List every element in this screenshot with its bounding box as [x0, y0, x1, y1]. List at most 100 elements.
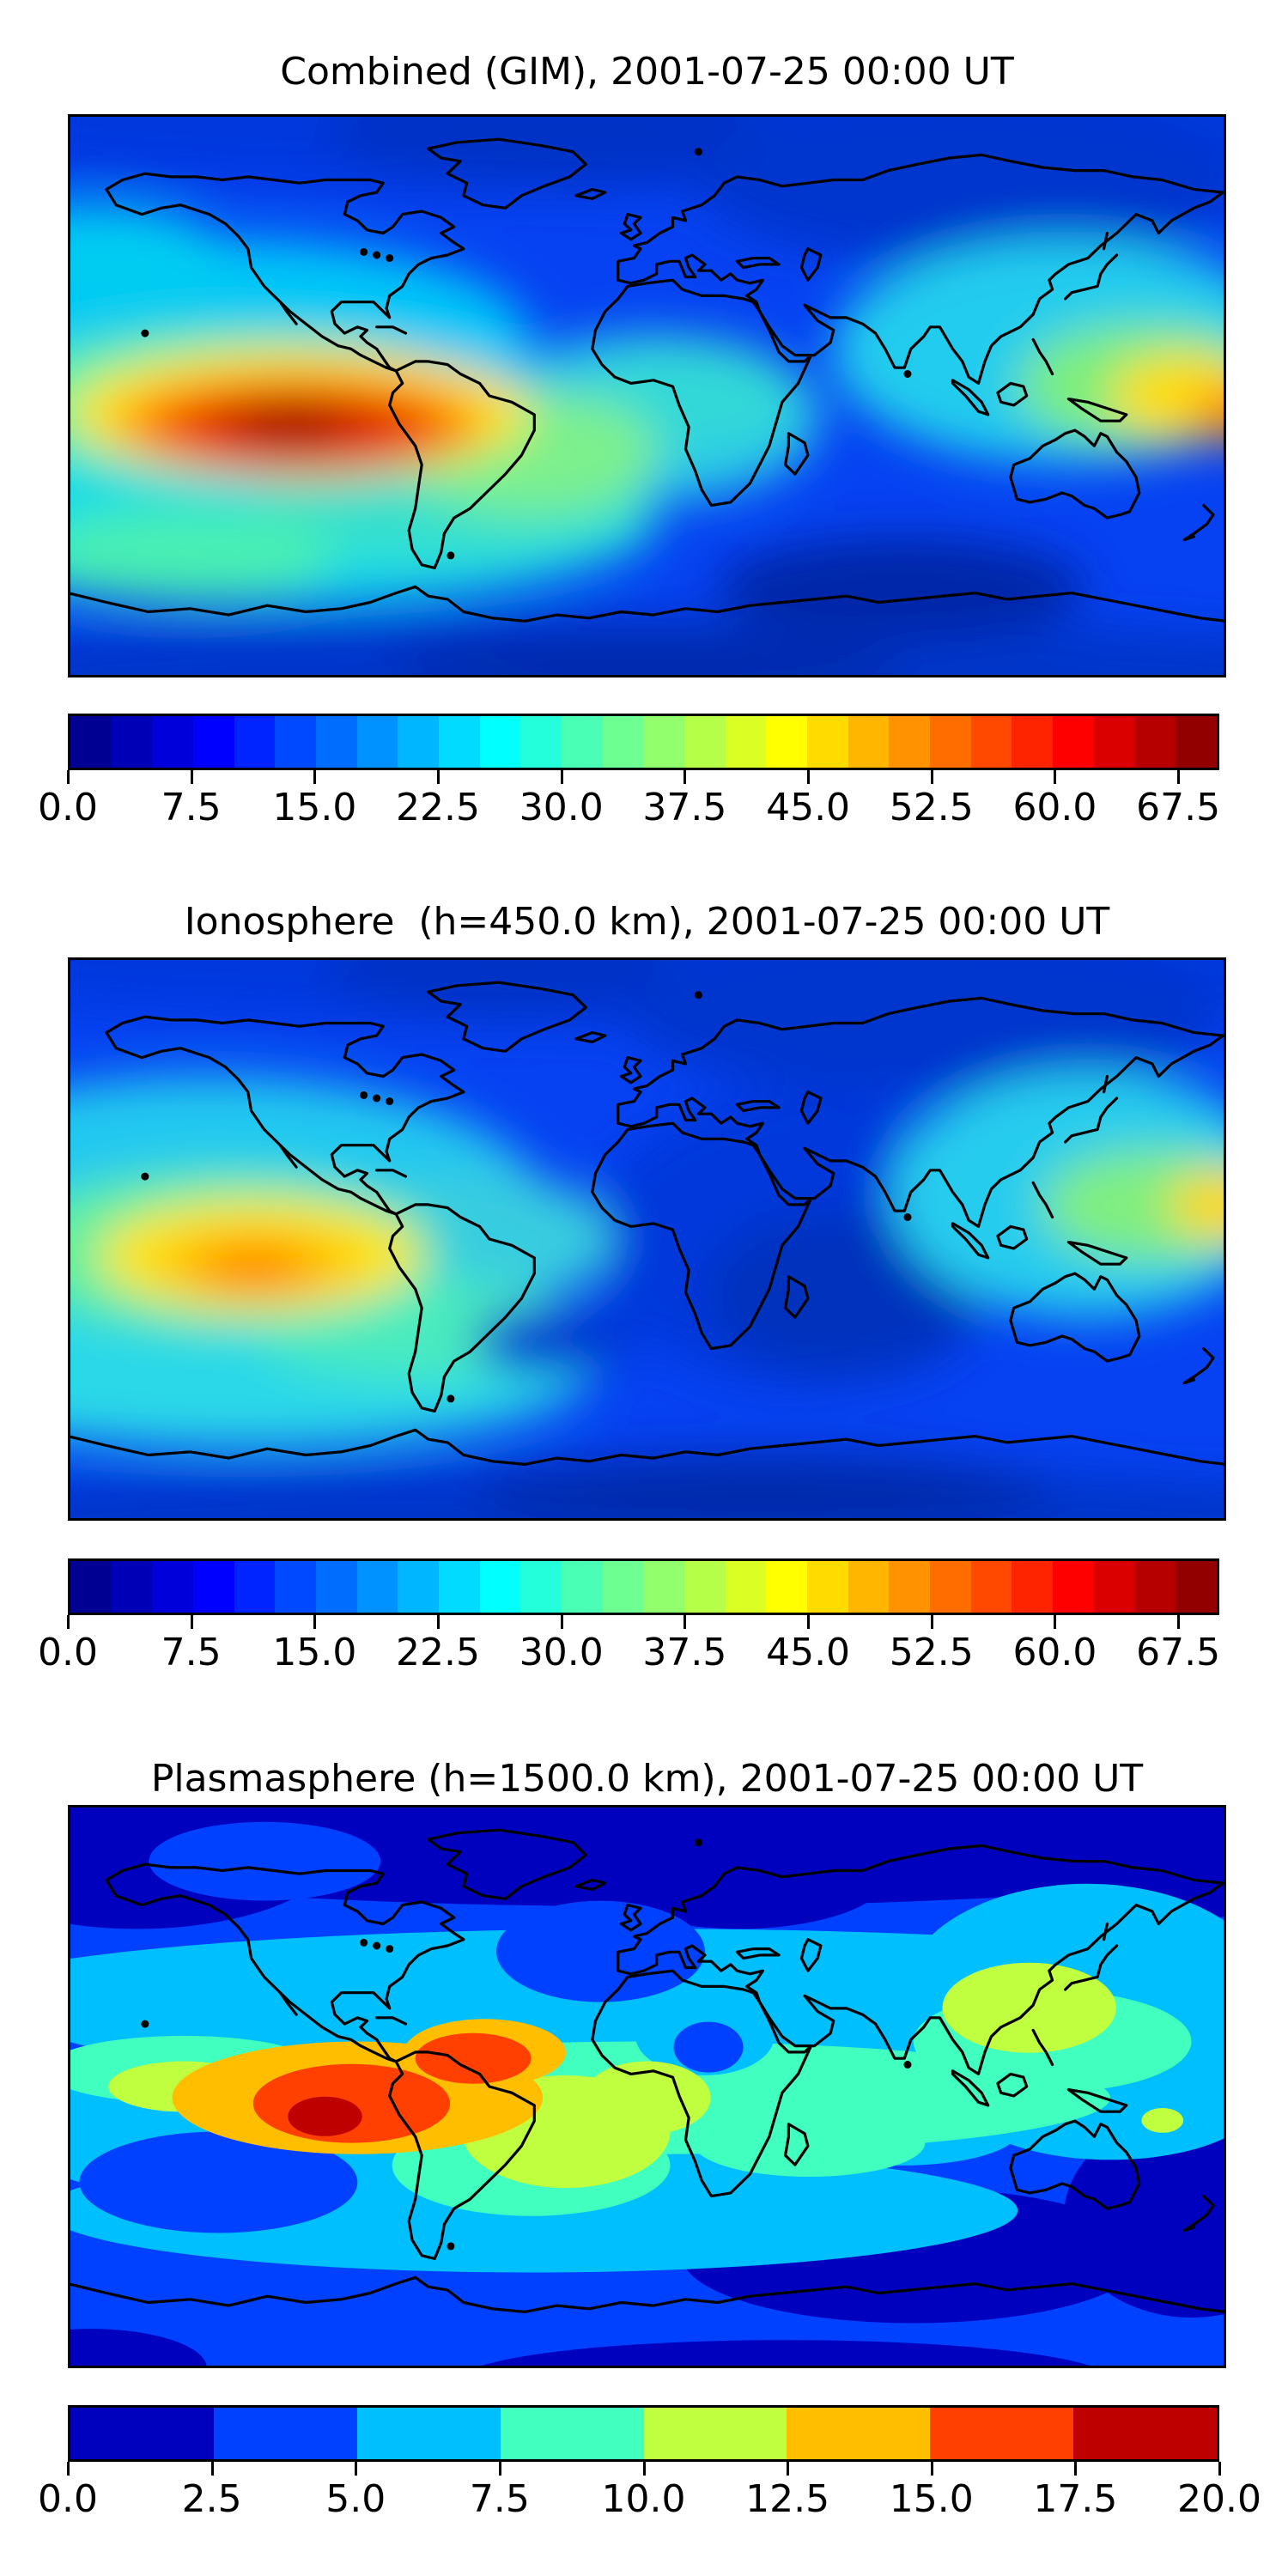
island-dot	[141, 1172, 149, 1181]
colorbar-segment	[152, 716, 194, 768]
coastline	[619, 213, 642, 241]
coastline	[1182, 1347, 1215, 1385]
colorbar-tick-label: 45.0	[766, 1631, 851, 1674]
colorbar-segment	[643, 2408, 787, 2459]
colorbar-tick	[1177, 1615, 1181, 1629]
coastline	[574, 1878, 607, 1891]
coastline	[1103, 231, 1109, 251]
colorbar-segment	[970, 1561, 1012, 1613]
coastline	[574, 187, 607, 200]
colorbar-segment	[562, 1561, 603, 1613]
colorbar-tick	[683, 1615, 687, 1629]
coastline	[278, 1144, 298, 1169]
colorbar-tick-label: 37.5	[642, 1631, 727, 1674]
colorbar-segment	[439, 716, 480, 768]
colorbar-tick	[437, 770, 440, 784]
coastline	[278, 1991, 298, 2016]
map-border	[68, 957, 1226, 1521]
colorbar-tick	[1074, 2462, 1078, 2476]
island-dot	[373, 1941, 381, 1950]
coastline	[68, 585, 1226, 623]
colorbar-segment	[1176, 1561, 1217, 1613]
coastline	[951, 1222, 990, 1260]
colorbar-tick-label: 7.5	[469, 2477, 530, 2521]
island-dot	[373, 251, 381, 259]
map-border	[68, 1805, 1226, 2368]
colorbar-segment	[1134, 716, 1176, 768]
colorbar-segment	[602, 716, 644, 768]
colorbar-segment	[520, 1561, 562, 1613]
colorbar-segment	[70, 716, 112, 768]
coastline	[951, 379, 990, 416]
coastline	[388, 2050, 536, 2260]
colorbar-segment	[807, 1561, 848, 1613]
colorbar-segment	[193, 1561, 234, 1613]
island-dot	[141, 329, 149, 337]
title-ionosphere: Ionosphere (h=450.0 km), 2001-07-25 00:0…	[184, 900, 1110, 944]
colorbar-tick-label: 67.5	[1136, 786, 1221, 829]
coastline	[784, 1275, 810, 1319]
colorbar-tick	[560, 770, 563, 784]
colorbar-tick-label: 0.0	[38, 2477, 98, 2521]
title-plasmasphere: Plasmasphere (h=1500.0 km), 2001-07-25 0…	[150, 1757, 1144, 1801]
colorbar-tick	[1054, 1615, 1057, 1629]
colorbar-tick-label: 0.0	[38, 786, 98, 829]
colorbar-segment	[848, 1561, 890, 1613]
contour-field	[68, 1805, 1226, 2368]
colorbar-segment	[500, 2408, 644, 2459]
colorbar-segment	[275, 1561, 317, 1613]
coastline	[278, 301, 298, 325]
coastline	[1182, 2195, 1215, 2233]
colorbar-segment	[725, 1561, 767, 1613]
coastline	[375, 325, 408, 335]
colorbar-tick-label: 52.5	[889, 786, 974, 829]
coastline	[617, 996, 1224, 1228]
colorbar-segment	[684, 1561, 726, 1613]
colorbar-tick-label: 22.5	[396, 786, 481, 829]
island-dot	[903, 1213, 912, 1221]
colorbar-tick-label: 15.0	[272, 1631, 357, 1674]
colorbar-segment	[316, 1561, 357, 1613]
coastline	[996, 1224, 1029, 1250]
island-dot	[447, 1394, 455, 1403]
coastline	[1182, 504, 1215, 542]
colorbar-tick-label: 22.5	[396, 1631, 481, 1674]
colorbar-ionosphere	[68, 1558, 1219, 1615]
colorbar-segment	[1093, 716, 1135, 768]
colorbar-segment	[684, 716, 726, 768]
colorbar-segment	[807, 716, 848, 768]
coastline	[996, 2072, 1029, 2098]
map-plasmasphere	[68, 1805, 1226, 2368]
coastline	[617, 153, 1224, 385]
coastline	[591, 278, 813, 507]
colorbar-segment	[1134, 1561, 1176, 1613]
coastline	[427, 137, 587, 210]
colorbar-tick	[313, 1615, 317, 1629]
coastline	[1009, 2119, 1141, 2210]
coastline	[799, 247, 823, 282]
island-dot	[386, 1945, 394, 1953]
island-dot	[360, 1938, 368, 1947]
colorbar-segment	[930, 1561, 971, 1613]
colorbar-segment	[356, 2408, 501, 2459]
colorbar-tick	[807, 770, 811, 784]
colorbar-tick	[560, 1615, 563, 1629]
colorbar-segment	[1053, 1561, 1094, 1613]
island-dot	[695, 1838, 702, 1847]
colorbar-segment	[1176, 716, 1217, 768]
colorbar-segment	[766, 716, 808, 768]
coastline	[427, 1828, 587, 1900]
coastline	[1064, 1944, 1119, 1991]
colorbar-combined-gim	[68, 714, 1219, 770]
colorbar-segment	[643, 716, 685, 768]
colorbar-tick-label: 12.5	[745, 2477, 830, 2521]
colorbar-segment	[398, 1561, 440, 1613]
colorbar-segment	[152, 1561, 194, 1613]
colorbar-tick-label: 67.5	[1136, 1631, 1221, 1674]
island-dot	[386, 254, 394, 263]
colorbar-tick	[930, 2462, 933, 2476]
colorbar-segment	[1093, 1561, 1135, 1613]
coastline	[388, 1203, 536, 1413]
colorbar-segment	[213, 2408, 357, 2459]
colorbar-tick-label: 37.5	[642, 786, 727, 829]
